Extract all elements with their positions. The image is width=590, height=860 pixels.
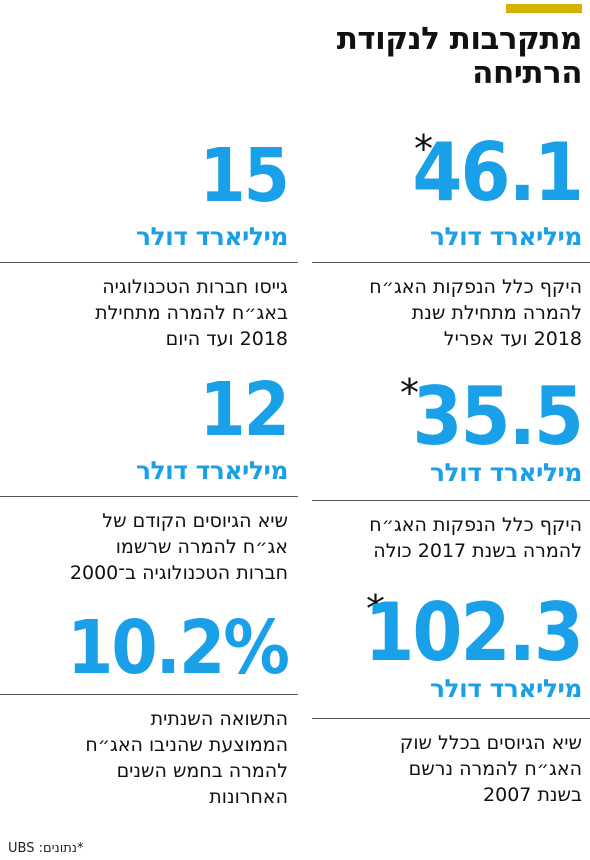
desc-line: להמרה בחמש השנים [116, 760, 288, 782]
desc-line: האחרונות [209, 786, 288, 808]
divider [312, 718, 590, 719]
divider [0, 496, 298, 497]
desc-line: באג״ח להמרה מתחילת [95, 302, 288, 324]
divider [312, 500, 590, 501]
desc-line: שיא הגיוסים הקודם של [102, 510, 288, 532]
stat-value: 35.5 [412, 370, 584, 463]
desc-line: אג״ח להמרה שרשמו [115, 536, 288, 558]
stat-unit: מיליארד דולר [429, 674, 583, 703]
stat-value: 15 [199, 133, 290, 219]
footnote-star: * [400, 371, 419, 415]
stat-value: 10.2% [67, 605, 290, 691]
stat-description: שיא הגיוסים הקודם של אג״ח להמרה שרשמו חב… [2, 508, 288, 586]
desc-line: 2018 ועד היום [165, 328, 288, 350]
footnote-star: * [414, 127, 433, 171]
headline-line-2: הרתיחה [472, 55, 582, 91]
stat-value: 102.3 [364, 586, 584, 679]
source-note: *נתונים: UBS [8, 841, 84, 856]
desc-line: התשואה השנתית [150, 708, 288, 730]
stat-unit: מיליארד דולר [429, 458, 583, 487]
desc-line: להמרה מתחילת שנת [411, 302, 582, 324]
desc-line: בשנת 2007 [483, 784, 582, 806]
desc-line: שיא הגיוסים בכלל שוק [399, 732, 582, 754]
desc-line: הממוצעת שהניבו האג״ח [85, 734, 288, 756]
stat-description: היקף כלל הנפקות האג״ח להמרה מתחילת שנת 2… [302, 274, 582, 352]
accent-bar [506, 4, 582, 13]
desc-line: חברות הטכנולוגיה ב־2000 [69, 562, 288, 584]
desc-line: 2018 ועד אפריל [443, 328, 582, 350]
desc-line: היקף כלל הנפקות האג״ח [369, 276, 582, 298]
stat-unit: מיליארד דולר [135, 222, 289, 251]
desc-line: גייסו חברות הטכנולוגיה [102, 276, 288, 298]
headline: מתקרבות לנקודת הרתיחה [162, 21, 583, 91]
divider [0, 694, 298, 695]
stat-unit: מיליארד דולר [135, 456, 289, 485]
desc-line: היקף כלל הנפקות האג״ח [369, 514, 582, 536]
desc-line: להמרה בשנת 2017 כולה [373, 540, 582, 562]
headline-line-1: מתקרבות לנקודת [336, 21, 583, 57]
stat-value: 46.1 [412, 126, 584, 219]
stat-description: התשואה השנתית הממוצעת שהניבו האג״ח להמרה… [2, 706, 288, 810]
stat-unit: מיליארד דולר [429, 222, 583, 251]
footnote-star: * [366, 587, 385, 631]
divider [0, 262, 298, 263]
stat-description: שיא הגיוסים בכלל שוק האג״ח להמרה נרשם בש… [302, 730, 582, 808]
desc-line: האג״ח להמרה נרשם [408, 758, 582, 780]
stat-description: גייסו חברות הטכנולוגיה באג״ח להמרה מתחיל… [2, 274, 288, 352]
divider [312, 262, 590, 263]
stat-description: היקף כלל הנפקות האג״ח להמרה בשנת 2017 כו… [302, 512, 582, 564]
stat-value: 12 [199, 367, 290, 453]
